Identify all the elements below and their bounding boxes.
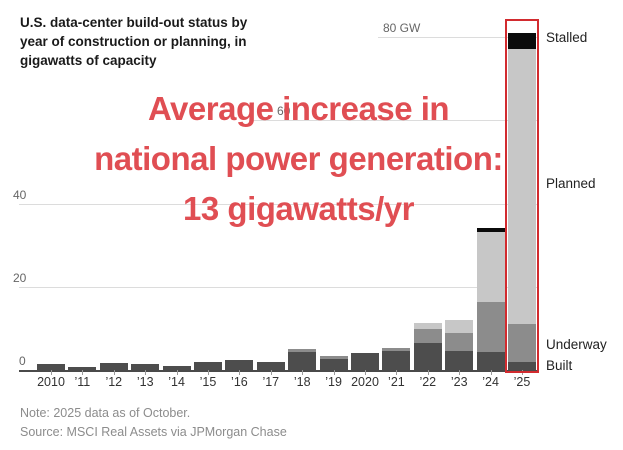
highlight-rect-2025	[504, 19, 539, 373]
xtick-label-18: ’18	[293, 375, 311, 389]
xtick-label-16: ’16	[231, 375, 248, 389]
ytick-label-80: 80 GW	[383, 21, 421, 35]
bar-segment-stalled-24	[476, 228, 505, 232]
xtick-label-15: ’15	[199, 375, 217, 389]
bar-segment-underway-18	[288, 349, 317, 353]
x-tick-2020	[365, 370, 366, 375]
bar-segment-built-13	[131, 364, 160, 370]
bar-segment-built-23	[445, 351, 474, 370]
x-tick-23	[459, 370, 461, 375]
series-label-stalled: Stalled	[546, 30, 588, 45]
bar-segment-built-2020	[351, 352, 379, 370]
bar-segment-built-21	[382, 350, 411, 370]
x-tick-17	[270, 370, 272, 375]
bar-segment-planned-22	[413, 323, 442, 329]
xtick-label-11: ’11	[74, 375, 91, 389]
gridline-40	[19, 204, 537, 205]
bar-segment-built-12	[99, 362, 128, 370]
bar-segment-built-25	[508, 361, 536, 370]
bar-segment-built-11	[68, 366, 97, 370]
bar-segment-stalled-25	[508, 32, 536, 50]
chart-note: Note: 2025 data as of October.	[20, 406, 191, 420]
ytick-label-20: 20	[13, 271, 27, 285]
xtick-label-25: ’25	[513, 375, 531, 389]
xtick-label-23: ’23	[450, 375, 468, 389]
xtick-label-2010: 2010	[37, 375, 65, 389]
xtick-label-13: ’13	[136, 375, 154, 389]
x-tick-24	[490, 370, 492, 375]
ytick-label-0: 0	[19, 354, 26, 368]
x-axis-line	[19, 370, 537, 372]
x-tick-16	[239, 370, 241, 375]
x-tick-14	[176, 370, 178, 375]
x-tick-21	[396, 370, 398, 375]
bar-segment-built-22	[413, 342, 442, 370]
bar-segment-built-15	[194, 362, 222, 370]
xtick-label-24: ’24	[482, 375, 499, 389]
bar-segment-built-16	[225, 359, 254, 370]
x-tick-22	[427, 370, 429, 375]
x-tick-11	[82, 370, 84, 375]
gridline-60	[250, 120, 537, 121]
x-tick-15	[208, 370, 209, 375]
chart-source: Source: MSCI Real Assets via JPMorgan Ch…	[20, 425, 287, 439]
xtick-label-2020: 2020	[351, 375, 379, 389]
xtick-label-12: ’12	[105, 375, 123, 389]
x-tick-13	[145, 370, 147, 375]
bar-segment-built-19	[319, 358, 348, 370]
bar-segment-built-2010	[37, 363, 65, 370]
series-label-underway: Underway	[546, 337, 607, 352]
bar-segment-underway-23	[445, 333, 474, 352]
x-tick-12	[113, 370, 115, 375]
gridline-20	[19, 287, 537, 288]
bar-segment-underway-25	[508, 324, 536, 362]
bar-segment-planned-23	[445, 320, 474, 334]
bar-segment-built-14	[162, 365, 191, 370]
chart-title: U.S. data-center build-out status by yea…	[20, 15, 248, 68]
bar-segment-underway-19	[319, 356, 348, 359]
bar-segment-underway-22	[413, 328, 442, 343]
bar-segment-planned-24	[476, 231, 505, 302]
bar-segment-planned-25	[508, 49, 536, 325]
xtick-label-21: ’21	[388, 375, 405, 389]
xtick-label-19: ’19	[325, 375, 342, 389]
bar-segment-underway-21	[382, 348, 411, 351]
bar-segment-built-18	[288, 352, 317, 370]
x-tick-2010	[51, 370, 52, 375]
x-tick-18	[302, 370, 304, 375]
annotation-overlay: Average increase in national power gener…	[94, 90, 503, 227]
xtick-label-17: ’17	[262, 375, 280, 389]
bar-segment-underway-24	[476, 301, 505, 352]
bar-segment-built-24	[476, 351, 505, 370]
bar-segment-built-17	[256, 361, 285, 370]
xtick-label-22: ’22	[419, 375, 437, 389]
series-label-planned: Planned	[546, 176, 596, 191]
series-label-built: Built	[546, 358, 573, 373]
ytick-label-60: 60	[277, 104, 291, 118]
xtick-label-14: ’14	[168, 375, 185, 389]
gridline-80	[378, 37, 537, 38]
chart-footer: Note: 2025 data as of October. Source: M…	[20, 404, 440, 442]
x-tick-19	[333, 370, 335, 375]
ytick-label-40: 40	[13, 188, 27, 202]
